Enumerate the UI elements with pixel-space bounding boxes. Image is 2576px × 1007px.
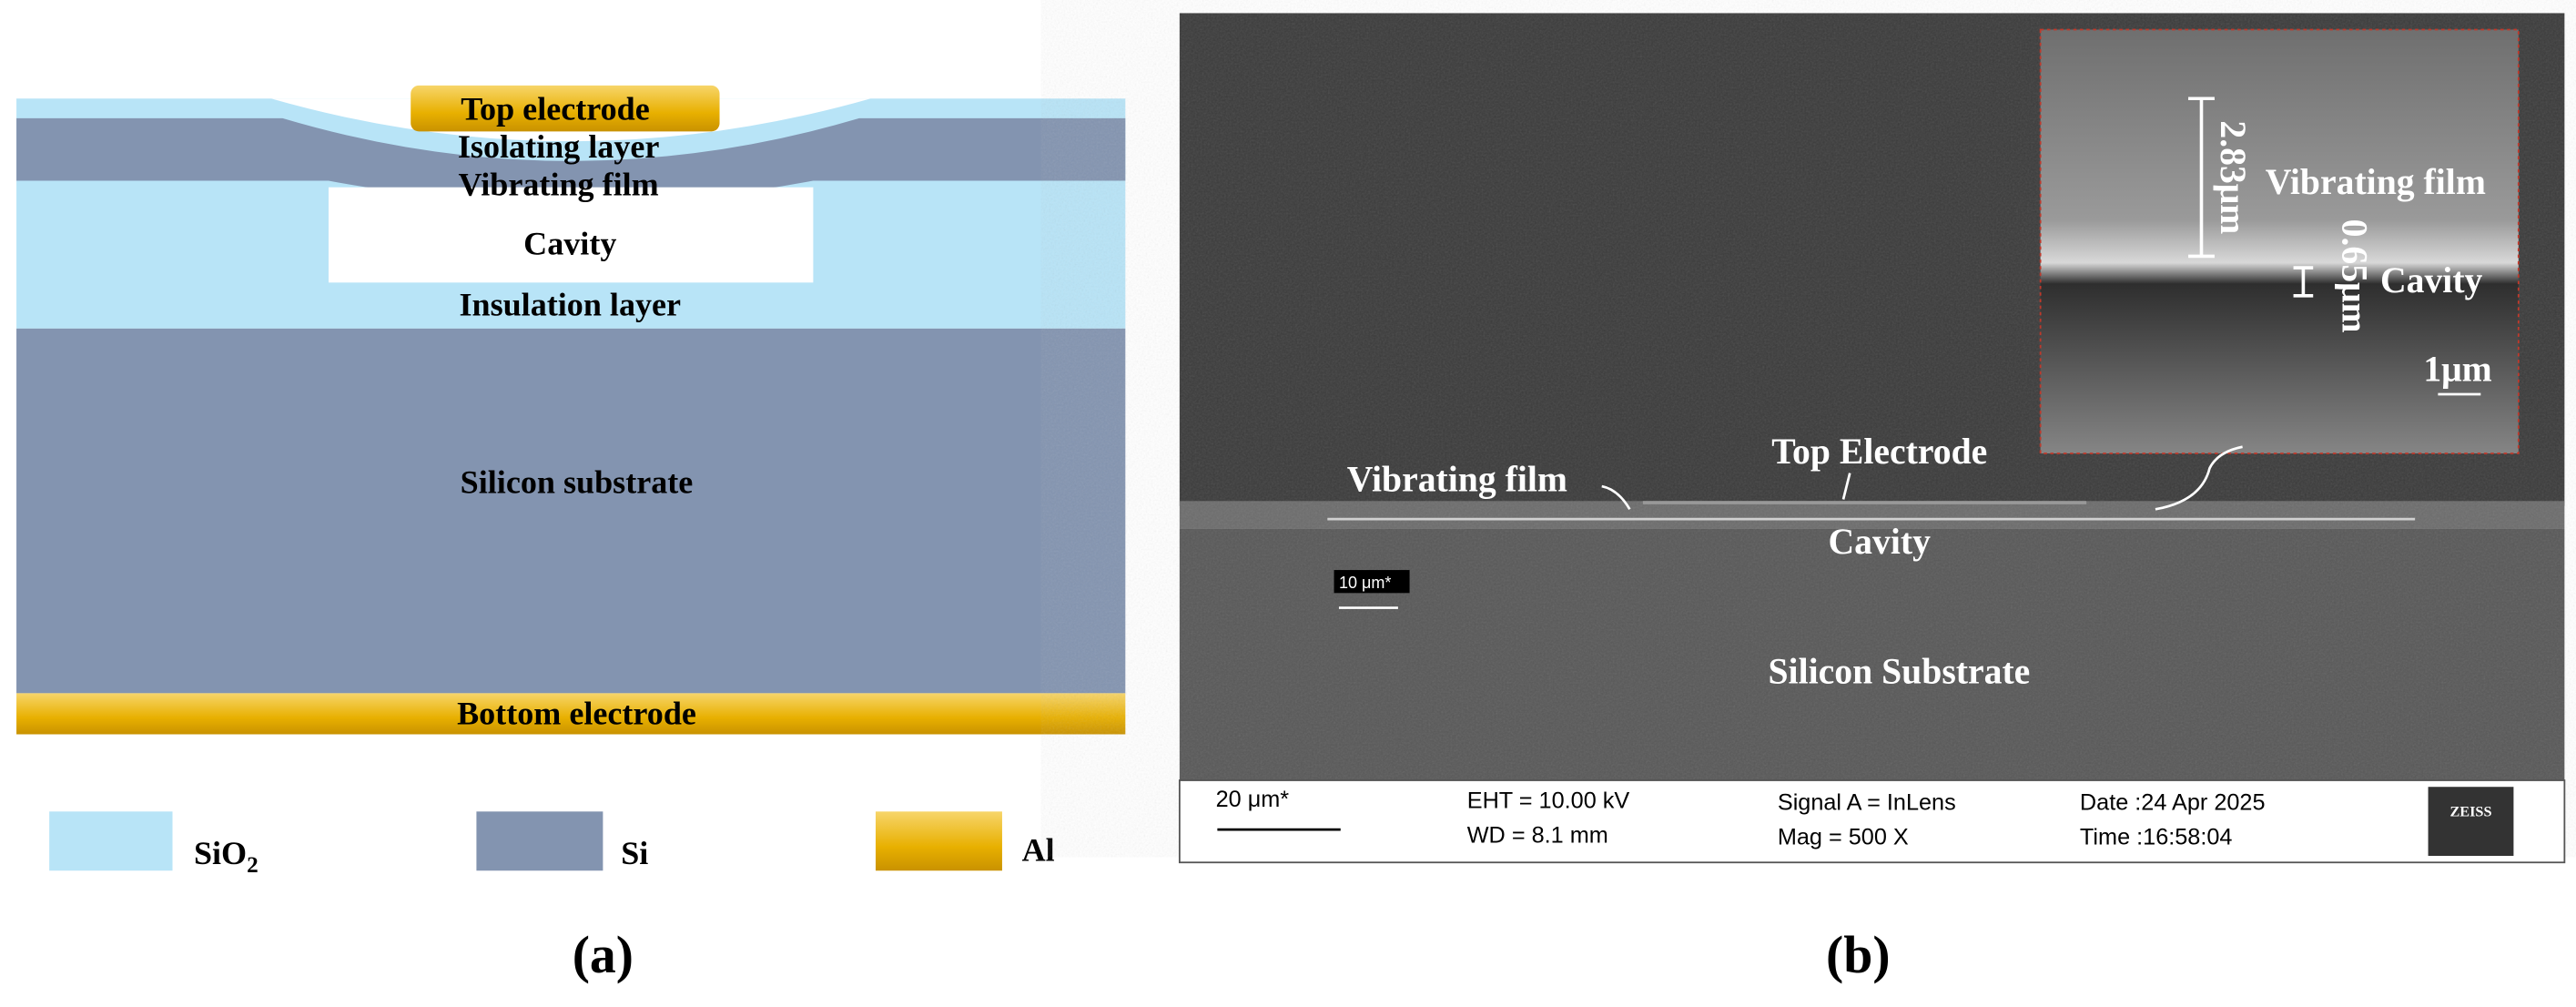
scale-box bbox=[1334, 570, 1410, 594]
cavity bbox=[328, 187, 814, 283]
info-text: EHT = 10.00 kV bbox=[1467, 788, 1630, 814]
arrow bbox=[1601, 484, 1631, 510]
logo bbox=[2428, 787, 2514, 857]
label: Vibrating film bbox=[459, 167, 659, 203]
dimension: 2.83μm bbox=[2213, 120, 2253, 234]
sem-label: Cavity bbox=[1829, 522, 1932, 562]
info-bar bbox=[1178, 779, 2566, 864]
info-text: Date :24 Apr 2025 bbox=[2080, 789, 2266, 815]
legend-text: SiO bbox=[194, 835, 247, 871]
sem-label: Top Electrode bbox=[1771, 432, 1987, 472]
label: Cavity bbox=[523, 226, 616, 262]
info-text: Mag = 500 X bbox=[1778, 824, 1909, 849]
legend-swatch bbox=[875, 811, 1002, 871]
legend-swatch bbox=[476, 811, 603, 871]
info-text: Time :16:58:04 bbox=[2080, 824, 2233, 849]
label: Insulation layer bbox=[459, 286, 681, 322]
top-electrode bbox=[411, 85, 720, 132]
sem-label: Silicon Substrate bbox=[1768, 652, 2030, 692]
info-text: Signal A = InLens bbox=[1778, 789, 1956, 815]
inset-label: Vibrating film bbox=[2266, 162, 2486, 202]
legend-label: Si bbox=[621, 835, 648, 871]
subscript: 2 bbox=[247, 852, 259, 878]
si-film bbox=[16, 117, 1126, 204]
label: Isolating layer bbox=[458, 128, 660, 165]
dimension: 0.65μm bbox=[2335, 219, 2375, 333]
arrow bbox=[2155, 445, 2243, 511]
label: Top electrode bbox=[461, 91, 649, 127]
logo-text: ZEISS bbox=[2449, 804, 2491, 820]
si-substrate bbox=[16, 328, 1126, 694]
inset bbox=[2039, 28, 2520, 454]
scale-label: 10 μm* bbox=[1339, 574, 1392, 592]
caption: (a) bbox=[573, 927, 634, 984]
legend-label: SiO2 bbox=[194, 835, 259, 878]
info-text: WD = 8.1 mm bbox=[1467, 823, 1608, 849]
bottom-electrode bbox=[16, 693, 1126, 735]
info-text: 20 μm* bbox=[1216, 787, 1290, 812]
label: Bottom electrode bbox=[457, 696, 696, 732]
legend-swatch bbox=[49, 811, 173, 871]
sem-label: Vibrating film bbox=[1347, 459, 1567, 499]
arrow bbox=[1841, 473, 1851, 500]
caption: (b) bbox=[1826, 927, 1891, 984]
scale-label: 1μm bbox=[2423, 350, 2491, 390]
panel-a: Top electrode Isolating layer Vibrating … bbox=[16, 85, 1126, 984]
inset-label: Cavity bbox=[2380, 260, 2483, 300]
legend-label: Al bbox=[1022, 831, 1055, 868]
panel-b: Vibrating film Cavity 2.83μm 0.65μm 1μm … bbox=[1178, 13, 2566, 984]
label: Silicon substrate bbox=[461, 463, 694, 500]
